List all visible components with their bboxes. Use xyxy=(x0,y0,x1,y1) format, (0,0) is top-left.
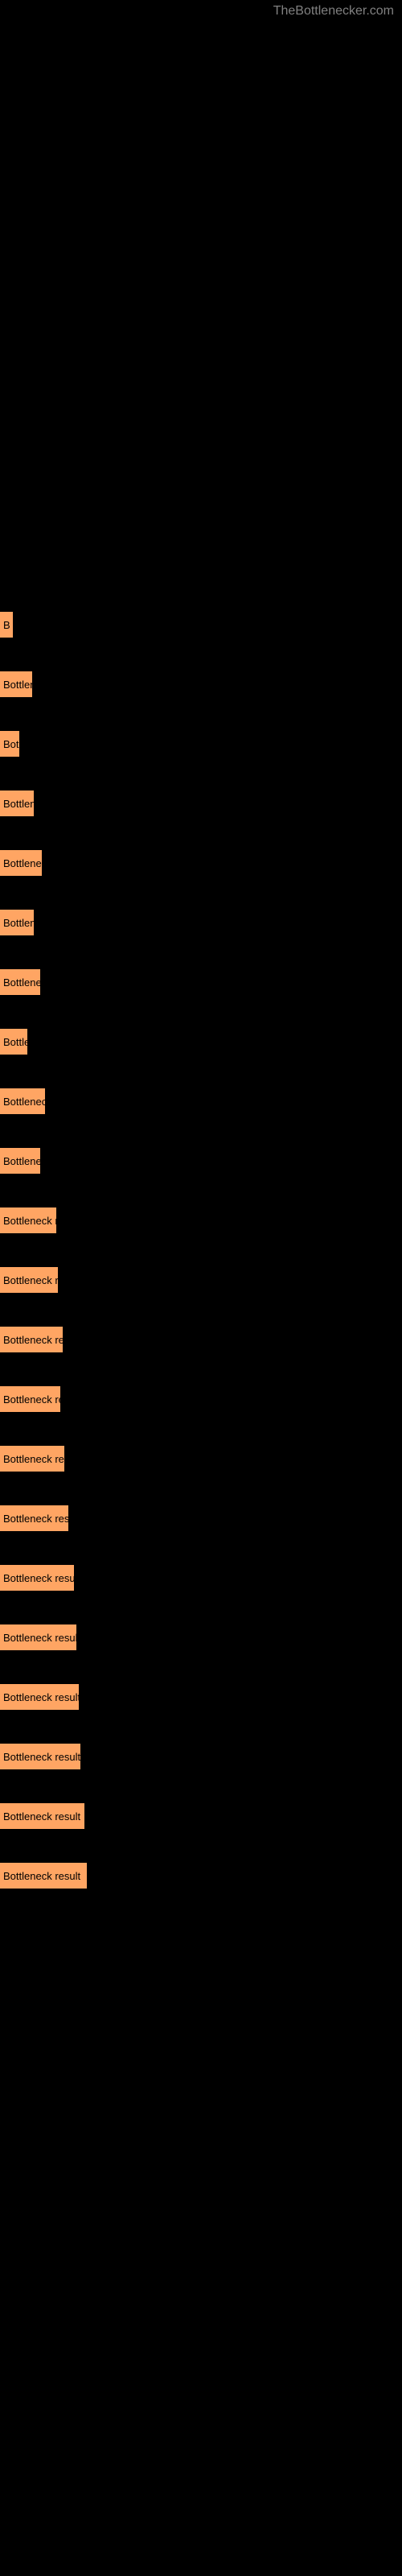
watermark-text: TheBottlenecker.com xyxy=(273,4,394,19)
chart-bar: Bottleneck resul xyxy=(0,1446,64,1472)
bar-row: Bottle xyxy=(0,1029,402,1055)
bar-label: Bottleneck xyxy=(3,857,42,869)
bar-row: Bottleneck result xyxy=(0,1744,402,1769)
bar-row: Bottlen xyxy=(0,671,402,697)
bar-row: Bottleneck result xyxy=(0,1684,402,1710)
bar-chart: B Bottlen Bot Bottlen Bottleneck Bottlen Bottl… xyxy=(0,0,402,1889)
bar-label: Bottleneck result xyxy=(3,1632,76,1644)
chart-bar: Bottleneck r xyxy=(0,1088,45,1114)
chart-bar: B xyxy=(0,612,13,638)
bar-label: Bottleneck resul xyxy=(3,1215,56,1227)
chart-bar: Bottleneck result xyxy=(0,1803,84,1829)
bar-row: Bottleneck resul xyxy=(0,1208,402,1233)
bar-row: Bottleneck result xyxy=(0,1505,402,1531)
chart-bar: Bottleneck result xyxy=(0,1327,63,1352)
chart-bar: Bottle xyxy=(0,1029,27,1055)
chart-bar: Bottleneck result xyxy=(0,1684,79,1710)
chart-bar: Bottleneck result xyxy=(0,1744,80,1769)
chart-bar: Bottleneck result xyxy=(0,1267,58,1293)
bar-label: Bottlen xyxy=(3,679,32,691)
bar-row: Bottleneck result xyxy=(0,1565,402,1591)
chart-bar: Bottlen xyxy=(0,910,34,935)
bar-row: Bottlen xyxy=(0,910,402,935)
bar-row: Bot xyxy=(0,731,402,757)
bar-row: Bottlenec xyxy=(0,969,402,995)
bar-label: Bottlenec xyxy=(3,1155,40,1167)
bar-row: Bottlenec xyxy=(0,1148,402,1174)
chart-bar: Bottleneck xyxy=(0,850,42,876)
bar-row: Bottlen xyxy=(0,791,402,816)
bar-row: Bottleneck result xyxy=(0,1386,402,1412)
bar-label: Bottleneck result xyxy=(3,1393,60,1406)
bar-label: Bottle xyxy=(3,1036,27,1048)
chart-bar: Bottleneck result xyxy=(0,1565,74,1591)
bar-row: Bottleneck resul xyxy=(0,1446,402,1472)
bar-label: Bottleneck resul xyxy=(3,1453,64,1465)
bar-label: Bottleneck result xyxy=(3,1274,58,1286)
chart-bar: Bottlen xyxy=(0,791,34,816)
bar-label: Bottlen xyxy=(3,798,34,810)
bar-row: Bottleneck result xyxy=(0,1327,402,1352)
bar-label: Bottlenec xyxy=(3,976,40,989)
bar-label: Bottleneck result xyxy=(3,1870,80,1882)
bar-label: Bottleneck result xyxy=(3,1751,80,1763)
bar-row: B xyxy=(0,612,402,638)
chart-bar: Bottlen xyxy=(0,671,32,697)
bar-label: Bottleneck result xyxy=(3,1691,79,1703)
bar-row: Bottleneck result xyxy=(0,1863,402,1889)
bar-label: Bottleneck result xyxy=(3,1572,74,1584)
bar-row: Bottleneck xyxy=(0,850,402,876)
bar-row: Bottleneck result xyxy=(0,1803,402,1829)
bar-label: Bottlen xyxy=(3,917,34,929)
chart-bar: Bottleneck result xyxy=(0,1386,60,1412)
bar-label: Bottleneck result xyxy=(3,1334,63,1346)
chart-bar: Bottleneck result xyxy=(0,1505,68,1531)
chart-bar: Bottleneck resul xyxy=(0,1208,56,1233)
bar-label: Bot xyxy=(3,738,19,750)
chart-bar: Bot xyxy=(0,731,19,757)
bar-label: Bottleneck r xyxy=(3,1096,45,1108)
bar-row: Bottleneck r xyxy=(0,1088,402,1114)
chart-bar: Bottleneck result xyxy=(0,1624,76,1650)
bar-row: Bottleneck result xyxy=(0,1624,402,1650)
chart-bar: Bottlenec xyxy=(0,969,40,995)
chart-bar: Bottleneck result xyxy=(0,1863,87,1889)
bar-label: Bottleneck result xyxy=(3,1810,80,1823)
bar-row: Bottleneck result xyxy=(0,1267,402,1293)
bar-label: B xyxy=(3,619,10,631)
bar-label: Bottleneck result xyxy=(3,1513,68,1525)
chart-bar: Bottlenec xyxy=(0,1148,40,1174)
